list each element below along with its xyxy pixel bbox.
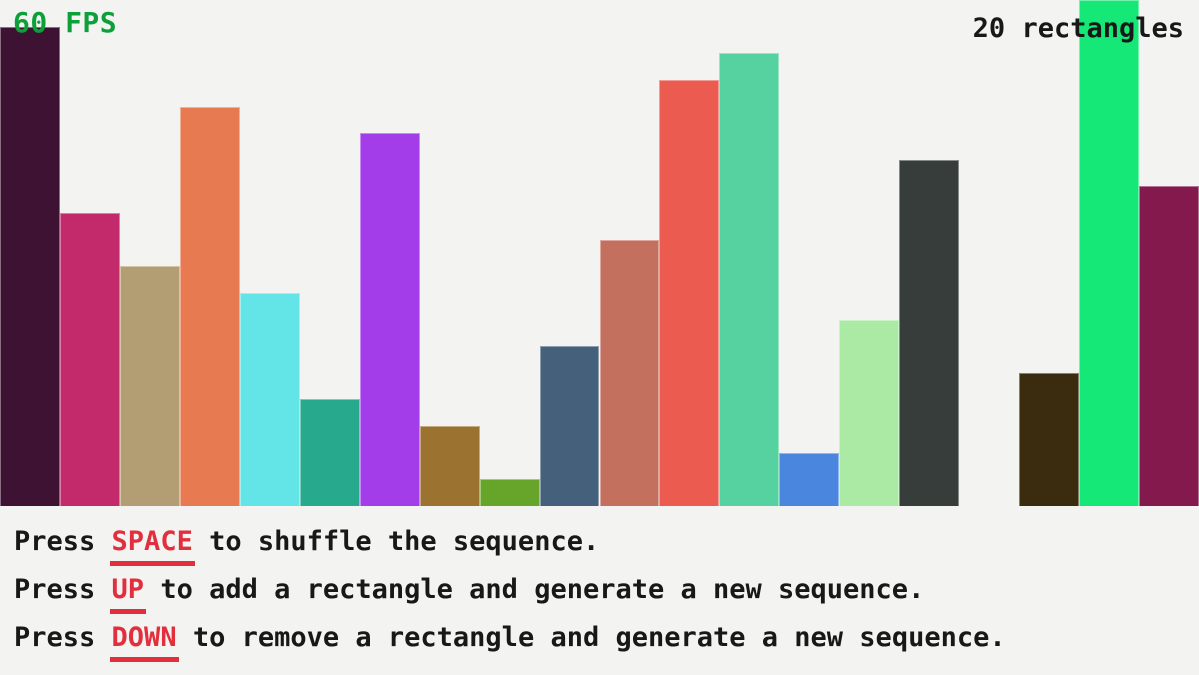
bar-3 — [179, 106, 240, 506]
bar-10 — [599, 239, 660, 506]
instruction-prefix: Press — [14, 526, 112, 557]
key-space: SPACE — [109, 526, 196, 566]
bar-12 — [719, 53, 780, 506]
bar-14 — [839, 319, 900, 506]
key-up: UP — [109, 574, 146, 614]
bar-5 — [299, 399, 360, 506]
bar-8 — [479, 479, 540, 506]
bar-15 — [899, 159, 960, 506]
bar-4 — [239, 292, 300, 506]
instruction-line-remove: Press DOWN to remove a rectangle and gen… — [14, 621, 1006, 662]
bar-11 — [659, 79, 720, 506]
bar-7 — [419, 426, 480, 506]
bar-19 — [1139, 186, 1199, 506]
bar-18 — [1079, 0, 1140, 506]
bar-0 — [0, 26, 60, 506]
bar-9 — [539, 346, 600, 506]
rectangle-count: 20 rectangles — [972, 13, 1184, 44]
bar-13 — [779, 452, 840, 506]
bar-2 — [119, 266, 180, 506]
instruction-prefix: Press — [14, 574, 112, 605]
bar-17 — [1019, 372, 1080, 506]
instruction-line-add: Press UP to add a rectangle and generate… — [14, 573, 1006, 614]
instruction-line-shuffle: Press SPACE to shuffle the sequence. — [14, 525, 1006, 566]
bar-6 — [359, 133, 420, 506]
fps-counter: 60 FPS — [13, 6, 118, 39]
instruction-suffix: to add a rectangle and generate a new se… — [144, 574, 925, 605]
instructions-panel: Press SPACE to shuffle the sequence. Pre… — [14, 525, 1006, 669]
instruction-suffix: to remove a rectangle and generate a new… — [176, 622, 1006, 653]
key-down: DOWN — [109, 622, 179, 662]
bar-1 — [59, 213, 120, 506]
instruction-prefix: Press — [14, 622, 112, 653]
instruction-suffix: to shuffle the sequence. — [192, 526, 600, 557]
